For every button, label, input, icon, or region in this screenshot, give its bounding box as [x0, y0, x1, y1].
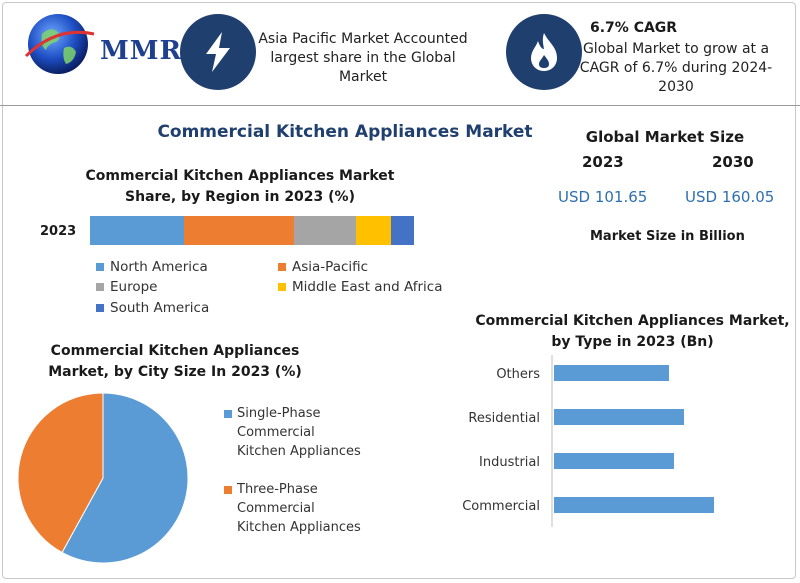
legend-swatch — [96, 304, 104, 312]
page-title: Commercial Kitchen Appliances Market — [157, 122, 533, 142]
header-divider — [0, 105, 800, 106]
cagr-title: 6.7% CAGR — [590, 20, 678, 36]
legend-swatch — [96, 283, 104, 291]
region-chart-title: Commercial Kitchen Appliances Market Sha… — [85, 168, 395, 205]
region-bar-segment-middle-east-and-africa — [355, 216, 392, 245]
lightning-icon — [206, 32, 230, 72]
legend-item-asia-pacific: Asia-Pacific — [278, 259, 368, 275]
market-size-year-2030: 2030 — [712, 153, 754, 171]
legend-item-europe: Europe — [96, 279, 157, 295]
legend-swatch — [224, 410, 232, 418]
region-bar-year-label: 2023 — [40, 224, 77, 239]
city-size-chart-title: Commercial Kitchen Appliances Market, by… — [48, 343, 302, 380]
region-bar-segment-asia-pacific — [183, 216, 295, 245]
type-bar-commercial — [554, 497, 714, 513]
legend-item-south-america: South America — [96, 300, 209, 316]
flame-icon-badge — [506, 14, 582, 90]
asia-pacific-text: Asia Pacific Market Accounted largest sh… — [258, 31, 468, 85]
market-size-heading: Global Market Size — [585, 128, 745, 146]
market-size-value-2023: USD 101.65 — [558, 188, 648, 206]
flame-icon — [531, 33, 557, 71]
region-stacked-bar — [90, 216, 414, 245]
pie-legend-three-phase: Three-Phase Commercial Kitchen Appliance… — [224, 480, 361, 537]
region-bar-segment-south-america — [391, 216, 414, 245]
city-size-pie-chart — [17, 392, 189, 564]
type-bar-residential — [554, 409, 684, 425]
type-tick-label-residential: Residential — [468, 411, 540, 426]
legend-swatch — [224, 486, 232, 494]
type-bar-industrial — [554, 453, 674, 469]
type-tick-label-industrial: Industrial — [479, 455, 540, 470]
cagr-text: Global Market to grow at a CAGR of 6.7% … — [579, 41, 773, 95]
logo-text: MMR — [100, 36, 183, 66]
market-size-year-2023: 2023 — [582, 153, 624, 171]
region-bar-segment-europe — [294, 216, 356, 245]
type-bar-others — [554, 365, 669, 381]
market-size-unit-note: Market Size in Billion — [590, 229, 745, 244]
mmr-logo: MMR — [22, 8, 182, 88]
pie-slice-three-phase — [17, 392, 104, 554]
type-tick-label-others: Others — [496, 367, 540, 382]
pie-slice-single-phase — [61, 392, 189, 564]
pie-legend-single-phase: Single-Phase Commercial Kitchen Applianc… — [224, 404, 361, 461]
lightning-icon-badge — [180, 14, 256, 90]
globe-icon — [24, 14, 95, 74]
legend-item-north-america: North America — [96, 259, 208, 275]
legend-item-middle-east-africa: Middle East and Africa — [278, 279, 443, 295]
market-size-value-2030: USD 160.05 — [685, 188, 775, 206]
legend-swatch — [278, 263, 286, 271]
type-bar-chart: Others Residential Industrial Commercial — [462, 355, 714, 527]
region-bar-segment-north-america — [90, 216, 184, 245]
legend-swatch — [96, 263, 104, 271]
type-tick-label-commercial: Commercial — [462, 499, 540, 514]
type-chart-title: Commercial Kitchen Appliances Market, by… — [475, 313, 790, 350]
legend-swatch — [278, 283, 286, 291]
